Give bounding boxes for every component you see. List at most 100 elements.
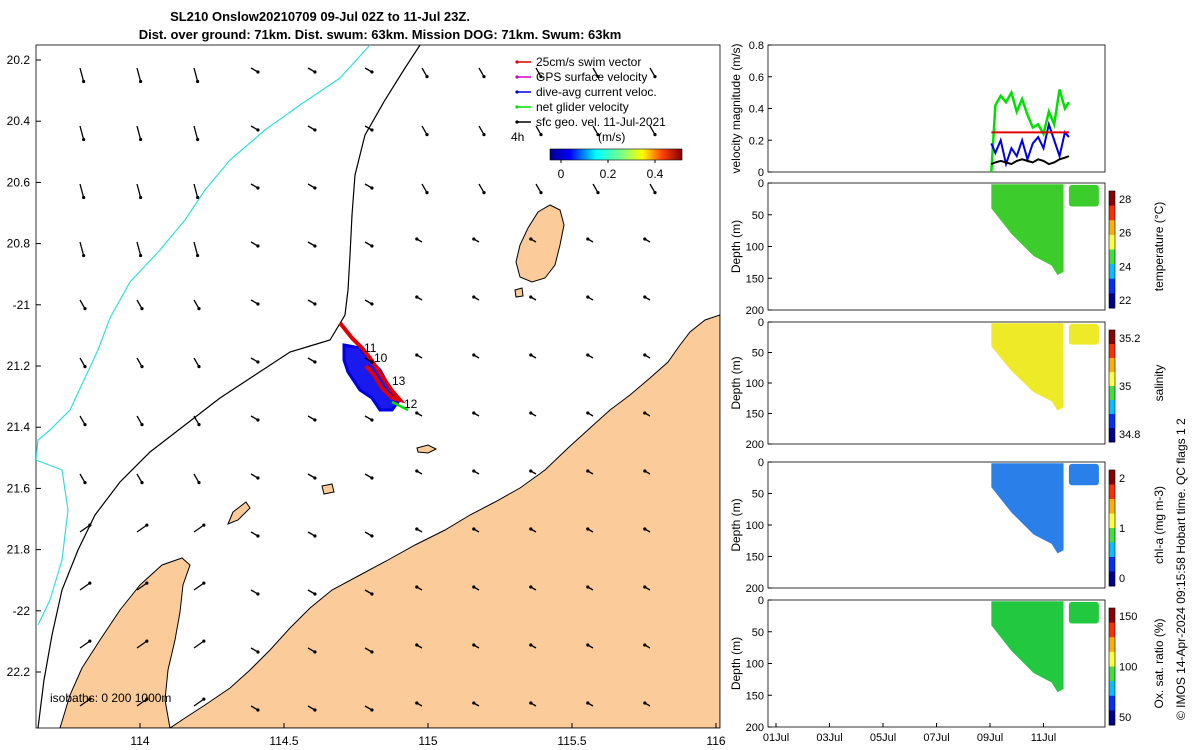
isobath-200 xyxy=(37,45,421,728)
arrow-head xyxy=(472,469,476,473)
velocity-arrow xyxy=(421,125,428,135)
velocity-arrow xyxy=(79,582,91,591)
y-tick-label: 50 xyxy=(752,210,764,222)
colorbar-segment xyxy=(1109,695,1115,711)
islet xyxy=(227,501,251,525)
velocity-arrow xyxy=(136,524,148,533)
colorbar-segment xyxy=(1109,608,1115,624)
arrow-head xyxy=(529,353,533,357)
colorbar-segment xyxy=(1109,234,1115,250)
arrow-head xyxy=(83,307,87,311)
arrow-head xyxy=(82,79,86,84)
colorbar-segment xyxy=(1109,344,1115,359)
arrow-head xyxy=(643,701,647,705)
arrow-head xyxy=(529,527,533,531)
arrow-head xyxy=(472,527,476,531)
velocity-arrow xyxy=(535,183,542,193)
lat-tick-label: 21.6 xyxy=(7,481,31,495)
isobath-1000 xyxy=(36,45,371,626)
surface-geostrophic-vectors xyxy=(79,67,657,712)
velocity-arrow xyxy=(478,67,485,77)
arrow-head xyxy=(82,137,86,142)
arrow-head xyxy=(145,697,149,701)
velocity-arrow xyxy=(79,640,91,649)
colorbar-frame xyxy=(1108,329,1116,443)
y-tick-label: 0 xyxy=(758,317,764,329)
y-axis-label: velocity magnitude (m/s) xyxy=(729,43,743,173)
panel-3: 0 50 100 150 200 Depth (m) 2 1 0 chl-a (mg m-3) xyxy=(729,457,1166,595)
arrow-head xyxy=(83,423,87,427)
velocity-arrow xyxy=(649,67,656,77)
arrow-head xyxy=(425,133,429,137)
arrow-head xyxy=(472,643,476,647)
arrow-head xyxy=(88,639,92,643)
y-tick-label: 0 xyxy=(758,178,764,190)
arrow-head xyxy=(313,244,317,248)
colorbar-tick-label: 0 xyxy=(1119,573,1125,585)
arrow-head xyxy=(256,70,260,74)
arrow-head xyxy=(196,137,200,142)
arrow-head xyxy=(653,133,657,137)
velocity-arrow xyxy=(193,698,205,707)
y-tick-label: 150 xyxy=(746,690,764,702)
colorbar-segment xyxy=(1109,249,1115,265)
x-tick-label: 01Jul xyxy=(763,732,789,744)
panel-1: 0 50 100 150 200 Depth (m) 28 26 24 22 temperature… xyxy=(729,178,1166,317)
arrow-head xyxy=(529,643,533,647)
velocity-arrow xyxy=(136,698,148,707)
legend-marker xyxy=(515,60,519,64)
legend-label: sfc geo. vel. 11-Jul-2021 xyxy=(536,115,666,129)
arrow-head xyxy=(472,237,476,241)
arrow-head xyxy=(370,476,374,480)
arrow-head xyxy=(653,75,657,79)
arrow-head xyxy=(415,585,419,589)
lat-tick-label: 21.2 xyxy=(7,359,31,373)
velocity-arrow xyxy=(193,299,200,309)
net-glider-track xyxy=(391,400,409,412)
x-tick-label: 11Jul xyxy=(1031,732,1056,744)
arrow-head xyxy=(88,523,92,527)
colorbar-segment xyxy=(1109,710,1115,726)
y-tick-label: 0 xyxy=(758,457,764,469)
velocity-arrow xyxy=(193,473,200,483)
arrow-head xyxy=(313,418,317,422)
panel-0: 0 0.2 0.4 0.6 0.8 velocity magnitude (m/s) xyxy=(729,40,1106,179)
arrow-head xyxy=(472,701,476,705)
profile-patch xyxy=(991,184,1064,276)
arrow-head xyxy=(643,295,647,299)
arrow-head xyxy=(370,360,374,364)
colorbar-tick-label: 35.2 xyxy=(1119,333,1140,345)
y-tick-label: 150 xyxy=(746,409,764,421)
arrow-head xyxy=(586,295,590,299)
lat-tick-label: 20.6 xyxy=(7,175,31,189)
arrow-head xyxy=(370,418,374,422)
legend-marker xyxy=(515,120,519,124)
longitude-ticks: 114 114.5 115 115.5 116 xyxy=(130,723,726,748)
arrow-head xyxy=(256,708,260,712)
colorbar-tick-label: 34.8 xyxy=(1119,429,1140,441)
y-tick-label: 50 xyxy=(752,489,764,501)
colorbar-segment xyxy=(1109,484,1115,500)
y-axis-label: Depth (m) xyxy=(729,637,743,690)
arrow-head xyxy=(83,365,87,369)
arrow-head xyxy=(197,423,201,427)
arrow-head xyxy=(139,195,143,200)
credit-text: © IMOS 14-Apr-2024 09:15:58 Hobart time.… xyxy=(1174,418,1188,720)
velocity-arrow xyxy=(79,473,86,483)
arrow-head xyxy=(586,353,590,357)
arrow-head xyxy=(196,79,200,84)
colorbar-segment xyxy=(1109,414,1115,429)
colorbar-segment xyxy=(1109,513,1115,529)
arrow-head xyxy=(370,650,374,654)
arrow-head xyxy=(140,365,144,369)
colorbar-frame xyxy=(1108,190,1116,309)
lat-tick-label: 20.2 xyxy=(7,53,31,67)
arrow-head xyxy=(196,195,200,200)
arrow-head xyxy=(653,191,657,195)
arrow-head xyxy=(370,534,374,538)
arrow-head xyxy=(197,481,201,485)
track-label: 11 xyxy=(364,341,377,355)
